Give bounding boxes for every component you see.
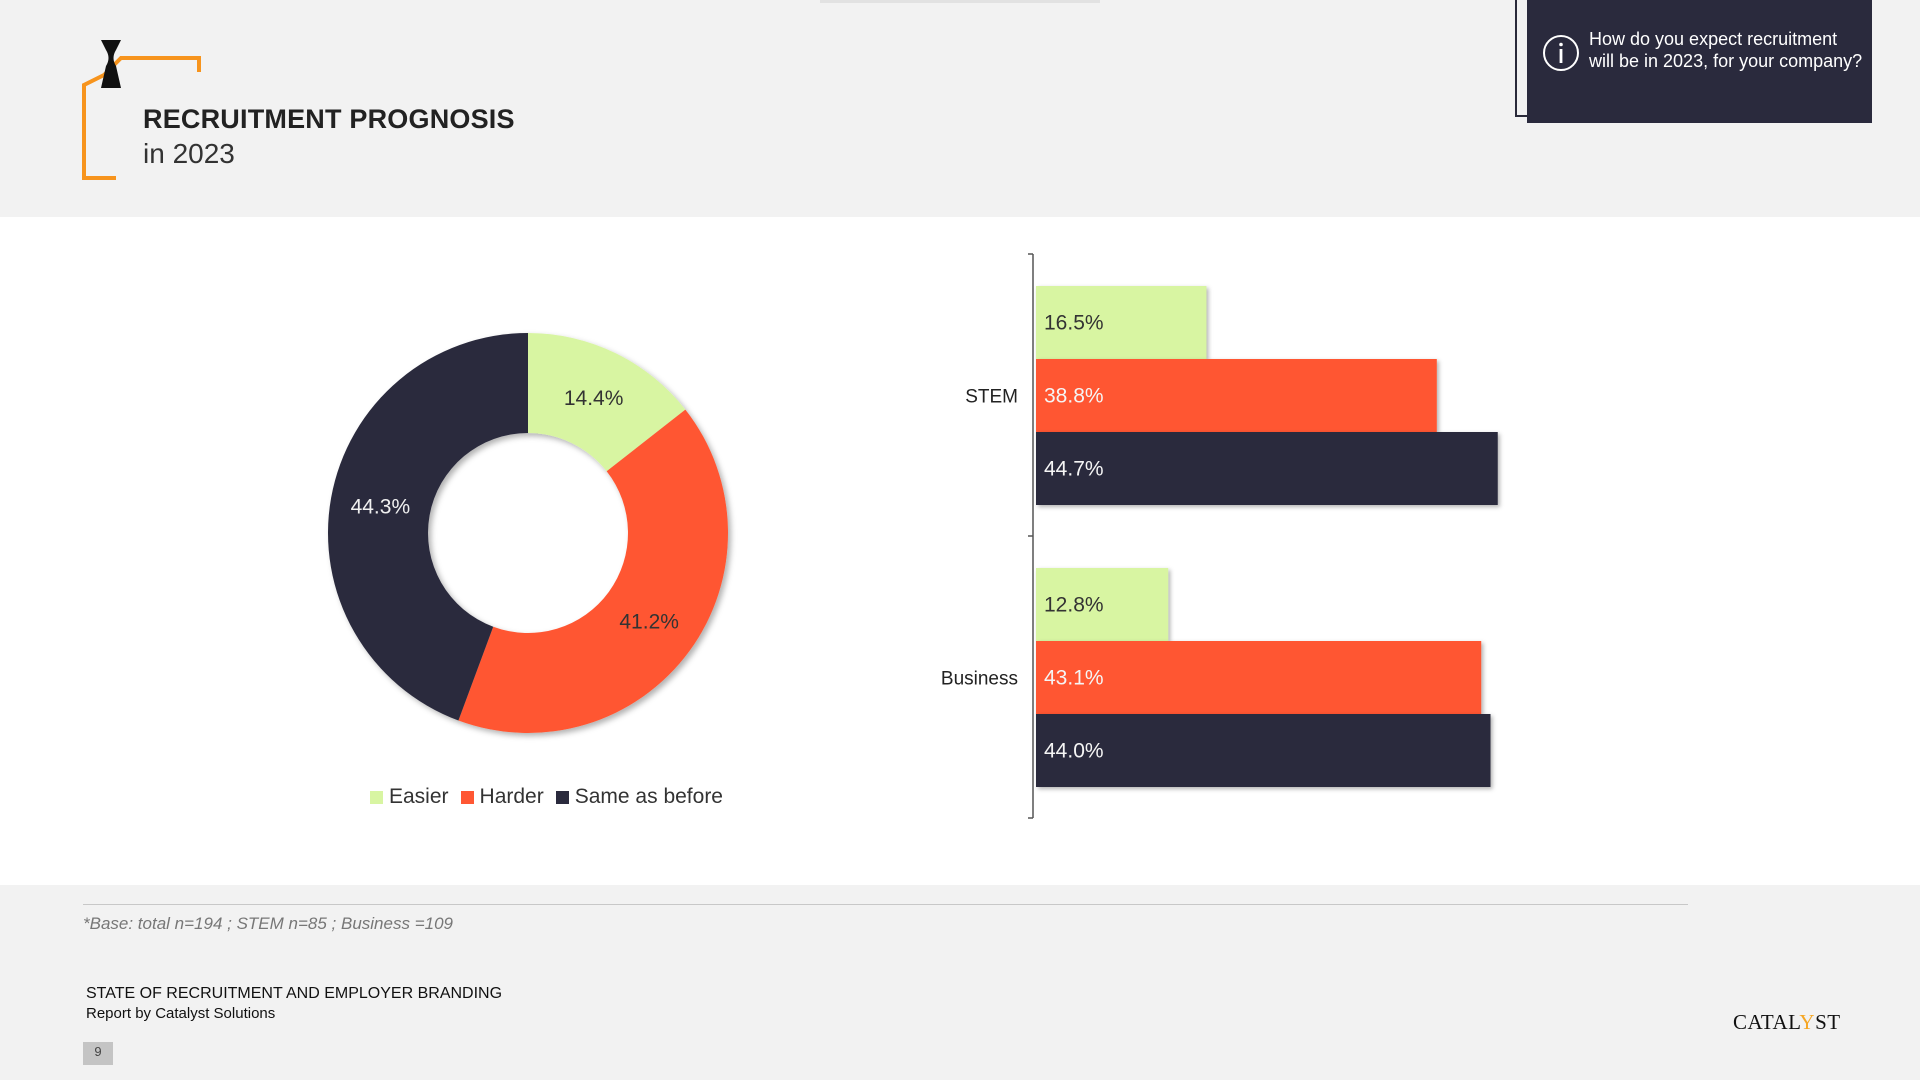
legend-swatch-easier	[370, 790, 383, 804]
bar-data-label-1-0: 12.8%	[1044, 594, 1104, 617]
bar-data-label-1-1: 43.1%	[1044, 667, 1104, 690]
logo-text-start: CATAL	[1733, 1010, 1800, 1034]
page-subtitle: in 2023	[143, 138, 235, 169]
donut-data-label-1: 41.2%	[619, 610, 679, 633]
title-bracket-decoration	[82, 40, 201, 180]
page-number: 9	[83, 1042, 113, 1065]
page-title: RECRUITMENT PROGNOSIS	[143, 104, 515, 134]
donut-legend: Easier Harder Same as before	[370, 785, 723, 809]
donut-slice-0	[528, 333, 686, 472]
donut-slice-2	[328, 332, 528, 721]
chart-area: 14.4% 41.2% 44.3% STEM 16.5% 38.8% 44.7% Busin…	[0, 217, 1920, 885]
bar-0-2	[1036, 432, 1498, 505]
catalyst-logo: CATALYST	[1733, 1010, 1841, 1035]
top-divider	[820, 0, 1100, 3]
donut-slice-1	[458, 409, 729, 733]
footer-rule	[83, 904, 1688, 905]
legend-label-harder: Harder	[479, 785, 544, 808]
info-icon	[1543, 35, 1579, 71]
legend-label-easier: Easier	[389, 785, 449, 808]
bar-category-label-1: Business	[941, 669, 1018, 690]
bar-0-0	[1036, 286, 1207, 359]
question-text: How do you expect recruitment will be in…	[1589, 29, 1863, 71]
bar-category-label-0: STEM	[965, 387, 1018, 408]
hourglass-icon	[101, 40, 121, 88]
bar-data-label-0-1: 38.8%	[1044, 385, 1104, 408]
legend-label-same: Same as before	[574, 785, 723, 808]
bar-data-label-0-0: 16.5%	[1044, 312, 1104, 335]
donut-chart: 14.4% 41.2% 44.3%	[328, 332, 729, 733]
bar-1-1	[1036, 641, 1482, 714]
legend-item-harder: Harder	[460, 785, 544, 809]
bar-data-label-1-2: 44.0%	[1044, 740, 1104, 763]
legend-item-easier: Easier	[370, 785, 449, 809]
legend-swatch-same	[555, 790, 569, 804]
donut-data-label-2: 44.3%	[351, 495, 411, 518]
bar-data-label-0-2: 44.7%	[1044, 458, 1104, 481]
bar-chart: STEM 16.5% 38.8% 44.7% Business 12.8% 43.1% 44.…	[941, 253, 1498, 819]
report-title: STATE OF RECRUITMENT AND EMPLOYER BRANDI…	[86, 985, 503, 1002]
base-footnote: *Base: total n=194 ; STEM n=85 ; Busines…	[83, 914, 453, 933]
bar-1-0	[1036, 568, 1169, 641]
report-subtitle: Report by Catalyst Solutions	[86, 1005, 276, 1022]
logo-accent-letter: Y	[1799, 1010, 1816, 1034]
legend-swatch-harder	[460, 790, 474, 804]
legend-item-same: Same as before	[555, 785, 723, 809]
bar-1-2	[1036, 714, 1491, 787]
bar-0-1	[1036, 359, 1437, 432]
donut-data-label-0: 14.4%	[564, 387, 624, 410]
logo-text-end: ST	[1815, 1010, 1841, 1034]
question-box: How do you expect recruitment will be in…	[1527, 0, 1872, 123]
